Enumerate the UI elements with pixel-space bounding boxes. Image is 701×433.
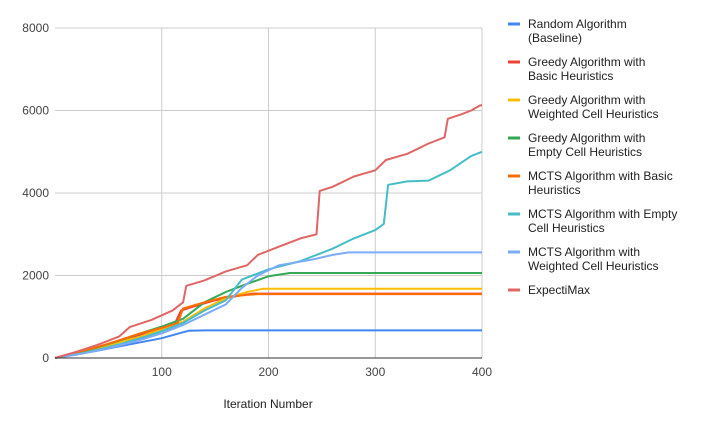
x-axis-title: Iteration Number [223, 397, 312, 411]
legend-label: Basic Heuristics [528, 69, 613, 83]
legend-item: ExpectiMax [508, 283, 590, 297]
y-tick-label: 8000 [22, 21, 49, 35]
series-line-7 [54, 251, 482, 359]
legend-label: MCTS Algorithm with [528, 245, 640, 259]
y-tick-label: 4000 [22, 186, 49, 200]
legend-label: MCTS Algorithm with Basic [528, 169, 673, 183]
tick-labels: 0 2000 4000 6000 8000 100 200 300 400 [22, 21, 492, 379]
legend: Random Algorithm(Baseline) Greedy Algorit… [508, 17, 677, 297]
legend-label: ExpectiMax [528, 283, 590, 297]
legend-label: Weighted Cell Heuristics [528, 107, 659, 121]
x-tick-label: 400 [472, 365, 492, 379]
legend-label: MCTS Algorithm with Empty [528, 207, 677, 221]
legend-item: Random Algorithm(Baseline) [508, 17, 627, 45]
series-line-8 [54, 104, 483, 359]
legend-label: Empty Cell Heuristics [528, 145, 642, 159]
series-lines [54, 104, 483, 359]
x-tick-label: 200 [258, 365, 278, 379]
y-tick-label: 6000 [22, 104, 49, 118]
legend-label: Cell Heuristics [528, 221, 605, 235]
legend-label: Greedy Algorithm with [528, 55, 645, 69]
legend-label: Greedy Algorithm with [528, 93, 645, 107]
x-tick-label: 100 [152, 365, 172, 379]
legend-label: Greedy Algorithm with [528, 131, 645, 145]
series-line-5 [54, 293, 482, 359]
legend-label: Heuristics [528, 183, 581, 197]
grid [55, 27, 483, 358]
legend-label: Weighted Cell Heuristics [528, 259, 659, 273]
legend-label: (Baseline) [528, 31, 582, 45]
y-tick-label: 0 [42, 351, 49, 365]
legend-label: Random Algorithm [528, 17, 627, 31]
x-tick-label: 300 [365, 365, 385, 379]
y-tick-label: 2000 [22, 269, 49, 283]
